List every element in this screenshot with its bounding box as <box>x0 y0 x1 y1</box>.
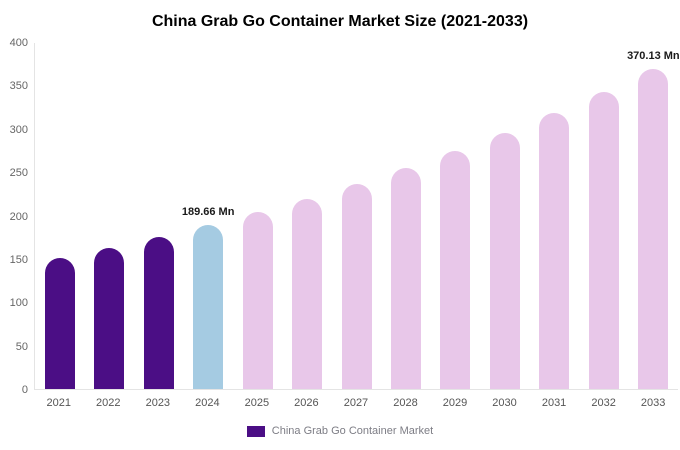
bar-column-2027 <box>332 43 381 389</box>
bar-column-2026 <box>282 43 331 389</box>
bar-column-2022 <box>84 43 133 389</box>
bar-2028[interactable] <box>391 168 422 389</box>
y-tick-label: 0 <box>21 384 28 396</box>
y-tick-label: 400 <box>9 37 28 49</box>
bar-2023[interactable] <box>143 236 174 389</box>
bar-column-2032 <box>579 43 628 389</box>
x-axis-label: 2028 <box>393 397 418 409</box>
bar-column-2030 <box>480 43 529 389</box>
x-axis-label: 2032 <box>591 397 616 409</box>
chart-body: 0 50 100 150 200 250 300 350 400 189.66 Mn 370.13… <box>6 37 680 412</box>
bar-2025[interactable] <box>242 212 273 389</box>
bar-2029[interactable] <box>440 151 471 389</box>
x-axis-label: 2024 <box>195 397 220 409</box>
y-tick-label: 200 <box>9 210 28 223</box>
legend-swatch <box>246 425 265 437</box>
x-axis-label: 2021 <box>46 397 71 409</box>
y-tick-label: 150 <box>9 253 28 266</box>
plot-column: 189.66 Mn 370.13 Mn 2021 2022 2023 2024 2025 2… <box>34 43 680 412</box>
bar-2030[interactable] <box>489 132 520 389</box>
y-tick-label: 300 <box>9 123 28 136</box>
x-axis-label: 2029 <box>442 397 468 409</box>
x-axis-label: 2031 <box>541 397 567 409</box>
bar-2022[interactable] <box>94 247 125 389</box>
y-tick-label: 250 <box>9 167 28 180</box>
x-axis-label: 2026 <box>294 397 319 409</box>
legend-label: China Grab Go Container Market <box>271 425 434 437</box>
bar-2024[interactable] <box>193 224 224 389</box>
chart-title: China Grab Go Container Market Size (202… <box>151 13 529 30</box>
x-axis-label: 2033 <box>640 397 666 409</box>
bar-2021[interactable] <box>44 257 75 389</box>
y-axis: 0 50 100 150 200 250 300 350 400 <box>6 37 34 396</box>
bar-value-label: 370.13 Mn <box>627 49 680 62</box>
x-axis-label: 2022 <box>96 397 121 409</box>
x-axis-label: 2027 <box>343 397 369 409</box>
x-axis-label: 2030 <box>492 397 517 409</box>
x-axis: 2021 2022 2023 2024 2025 2026 2027 2028 2029 2030… <box>34 390 678 412</box>
bar-2033[interactable] <box>638 68 669 389</box>
bar-column-2025 <box>233 43 282 389</box>
y-tick-label: 350 <box>9 80 28 93</box>
bar-column-2029 <box>431 43 480 389</box>
bar-column-2021 <box>35 43 84 389</box>
bar-2031[interactable] <box>539 112 570 389</box>
bar-column-2024: 189.66 Mn <box>181 43 235 389</box>
bar-2032[interactable] <box>588 91 619 389</box>
bar-column-2033: 370.13 Mn <box>627 43 680 389</box>
legend: China Grab Go Container Market <box>0 425 680 437</box>
plot-area: 189.66 Mn 370.13 Mn <box>34 43 680 390</box>
x-axis-label: 2023 <box>145 397 171 409</box>
bar-column-2031 <box>530 43 579 389</box>
bar-value-label: 189.66 Mn <box>181 205 235 218</box>
bar-2027[interactable] <box>341 183 372 389</box>
y-tick-label: 100 <box>9 297 28 310</box>
y-tick-label: 50 <box>15 340 28 353</box>
bar-column-2023 <box>134 43 183 389</box>
bar-column-2028 <box>381 43 430 389</box>
bar-2026[interactable] <box>292 198 323 389</box>
x-axis-label: 2025 <box>244 397 270 409</box>
